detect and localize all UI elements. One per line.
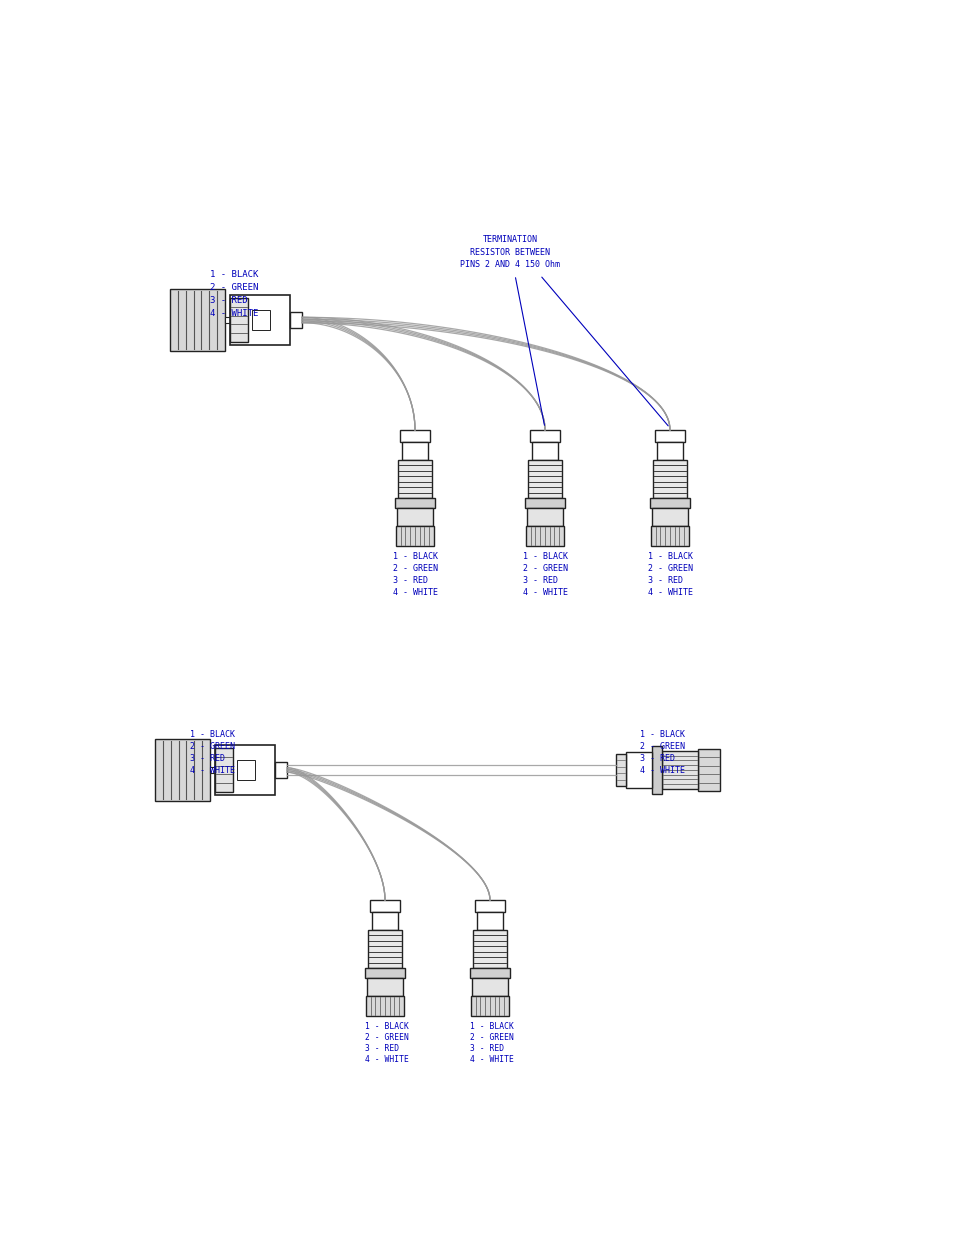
Text: 1 - BLACK: 1 - BLACK — [210, 270, 258, 279]
Bar — [230, 295, 290, 345]
Bar — [225, 317, 230, 324]
Text: 2 - GREEN: 2 - GREEN — [210, 283, 258, 291]
Bar — [395, 526, 434, 546]
Bar — [524, 498, 564, 508]
Bar — [625, 752, 651, 788]
Bar — [652, 459, 686, 498]
Text: 1 - BLACK: 1 - BLACK — [522, 552, 567, 561]
Text: 1 - BLACK: 1 - BLACK — [190, 730, 234, 739]
Text: 2 - GREEN: 2 - GREEN — [365, 1032, 409, 1042]
Text: 3 - RED: 3 - RED — [647, 576, 682, 585]
Text: 3 - RED: 3 - RED — [190, 755, 225, 763]
Text: 4 - WHITE: 4 - WHITE — [647, 588, 692, 597]
Text: 3 - RED: 3 - RED — [522, 576, 558, 585]
Bar — [530, 430, 559, 442]
Bar — [396, 508, 433, 526]
Text: 4 - WHITE: 4 - WHITE — [190, 766, 234, 776]
Text: 4 - WHITE: 4 - WHITE — [639, 766, 684, 776]
Bar — [274, 762, 287, 778]
Text: 2 - GREEN: 2 - GREEN — [522, 564, 567, 573]
Text: 4 - WHITE: 4 - WHITE — [393, 588, 437, 597]
Bar — [154, 739, 210, 802]
Bar — [651, 508, 687, 526]
Text: 3 - RED: 3 - RED — [470, 1044, 503, 1053]
Bar — [470, 968, 510, 978]
Bar — [365, 968, 405, 978]
Bar — [472, 978, 507, 995]
Bar — [655, 430, 684, 442]
Bar — [532, 442, 558, 459]
Text: 1 - BLACK: 1 - BLACK — [647, 552, 692, 561]
Bar — [401, 442, 428, 459]
Text: 1 - BLACK: 1 - BLACK — [470, 1023, 514, 1031]
Bar — [525, 526, 563, 546]
Bar — [372, 911, 397, 930]
Bar — [657, 442, 682, 459]
Bar — [214, 748, 233, 792]
Text: 4 - WHITE: 4 - WHITE — [522, 588, 567, 597]
Bar — [698, 748, 720, 790]
Bar — [475, 900, 504, 911]
Bar — [616, 755, 625, 785]
Text: 1 - BLACK: 1 - BLACK — [639, 730, 684, 739]
Text: 1 - BLACK: 1 - BLACK — [365, 1023, 409, 1031]
Text: 3 - RED: 3 - RED — [365, 1044, 398, 1053]
Text: 4 - WHITE: 4 - WHITE — [210, 309, 258, 317]
Bar — [397, 459, 432, 498]
Bar — [476, 911, 502, 930]
Bar — [367, 978, 402, 995]
Text: 2 - GREEN: 2 - GREEN — [639, 742, 684, 751]
Bar — [473, 930, 506, 968]
Bar — [230, 298, 248, 342]
Bar — [651, 746, 661, 794]
Bar — [170, 289, 225, 351]
Bar — [368, 930, 401, 968]
Bar — [290, 312, 302, 329]
Text: 1 - BLACK: 1 - BLACK — [393, 552, 437, 561]
Bar — [527, 459, 561, 498]
Bar — [526, 508, 562, 526]
Bar — [399, 430, 430, 442]
Text: 3 - RED: 3 - RED — [393, 576, 428, 585]
Text: 3 - RED: 3 - RED — [639, 755, 675, 763]
Bar — [214, 745, 274, 795]
Bar — [395, 498, 435, 508]
Bar — [650, 526, 688, 546]
Text: 2 - GREEN: 2 - GREEN — [470, 1032, 514, 1042]
Bar — [236, 760, 254, 781]
Text: TERMINATION
RESISTOR BETWEEN
PINS 2 AND 4 150 Ohm: TERMINATION RESISTOR BETWEEN PINS 2 AND … — [459, 235, 559, 269]
Text: 2 - GREEN: 2 - GREEN — [647, 564, 692, 573]
Text: 4 - WHITE: 4 - WHITE — [365, 1055, 409, 1065]
Bar — [210, 767, 214, 773]
Bar — [370, 900, 399, 911]
Text: 2 - GREEN: 2 - GREEN — [393, 564, 437, 573]
Bar — [661, 751, 698, 789]
Text: 2 - GREEN: 2 - GREEN — [190, 742, 234, 751]
Bar — [649, 498, 689, 508]
Bar — [471, 995, 509, 1016]
Text: 3 - RED: 3 - RED — [210, 296, 248, 305]
Bar — [252, 310, 270, 330]
Bar — [366, 995, 403, 1016]
Text: 4 - WHITE: 4 - WHITE — [470, 1055, 514, 1065]
